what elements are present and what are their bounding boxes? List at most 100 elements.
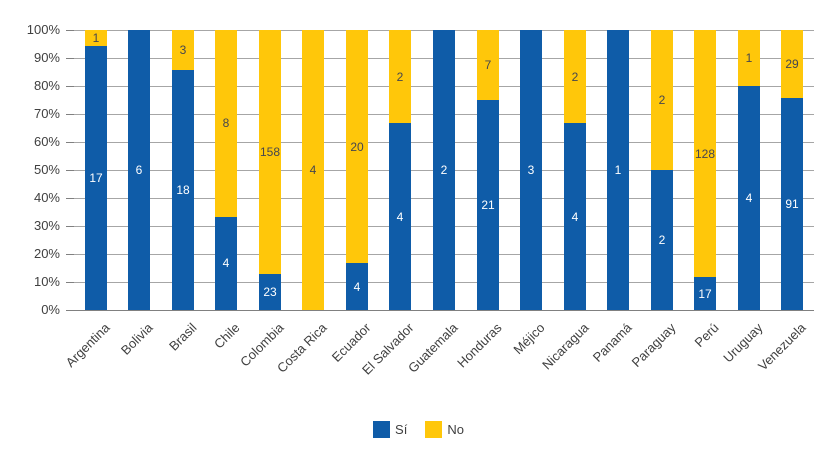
bar-costa-rica: 4 bbox=[302, 30, 324, 310]
bar-label-si: 2 bbox=[440, 163, 448, 177]
bar-segment-si bbox=[694, 277, 716, 310]
y-tick-label: 40% bbox=[33, 190, 60, 205]
bar-label-no: 3 bbox=[179, 43, 187, 57]
y-axis-tick bbox=[66, 254, 74, 255]
bar-segment-si bbox=[781, 97, 803, 310]
bar-label-no: 7 bbox=[484, 58, 492, 72]
bar-label-si: 23 bbox=[263, 285, 277, 300]
bar-label-no: 29 bbox=[785, 56, 799, 71]
bar-segment-si bbox=[607, 30, 629, 310]
bar-segment-si bbox=[433, 30, 455, 310]
bar-label-no: 1 bbox=[745, 51, 753, 65]
y-tick-label: 0% bbox=[41, 302, 60, 317]
bar-label-si: 17 bbox=[89, 170, 103, 185]
bar-bolivia: 6 bbox=[128, 30, 150, 310]
bar-argentina: 1 17 bbox=[85, 30, 107, 310]
y-tick-label: 70% bbox=[33, 106, 60, 121]
bar-panamá: 1 bbox=[607, 30, 629, 310]
bar-brasil: 3 18 bbox=[172, 30, 194, 310]
bar-label-si: 21 bbox=[481, 198, 495, 212]
bar-ecuador: 20 4 bbox=[346, 30, 368, 310]
bar-label-si: 18 bbox=[176, 183, 190, 197]
bar-venezuela: 29 91 bbox=[781, 30, 803, 310]
bar-label-no: 8 bbox=[222, 116, 230, 131]
bar-segment-si bbox=[520, 30, 542, 310]
bar-label-no: 4 bbox=[309, 163, 317, 177]
bar-label-si: 91 bbox=[785, 196, 799, 211]
bar-segment-si bbox=[389, 123, 411, 310]
bar-segment-si bbox=[215, 216, 237, 310]
bar-segment-si bbox=[85, 45, 107, 310]
bar-segment-si bbox=[128, 30, 150, 310]
bar-label-no: 1 bbox=[92, 30, 100, 45]
bar-segment-si bbox=[259, 274, 281, 310]
y-tick-label: 20% bbox=[33, 246, 60, 261]
y-axis-tick bbox=[66, 86, 74, 87]
legend: Sí No bbox=[0, 421, 837, 438]
bar-segment-no bbox=[85, 30, 107, 46]
bar-label-si: 4 bbox=[571, 209, 579, 224]
bar-segment-no bbox=[781, 30, 803, 98]
legend-label: No bbox=[447, 422, 464, 437]
bar-label-si: 4 bbox=[396, 209, 404, 224]
y-tick-label: 60% bbox=[33, 134, 60, 149]
x-axis-line bbox=[74, 310, 814, 311]
bar-guatemala: 2 bbox=[433, 30, 455, 310]
bar-label-no: 128 bbox=[694, 146, 716, 161]
bar-segment-no bbox=[302, 30, 324, 310]
legend-swatch-sí-icon bbox=[373, 421, 391, 438]
bar-segment-si bbox=[738, 86, 760, 310]
bar-label-no: 158 bbox=[259, 145, 281, 160]
bar-segment-no bbox=[346, 30, 368, 264]
legend-label: Sí bbox=[395, 422, 408, 437]
bar-segment-no bbox=[389, 30, 411, 124]
y-axis-tick bbox=[66, 310, 74, 311]
bar-segment-no bbox=[215, 30, 237, 217]
legend-swatch-no-icon bbox=[425, 421, 443, 438]
bar-segment-no bbox=[738, 30, 760, 86]
bar-label-no: 2 bbox=[571, 69, 579, 84]
bar-colombia: 158 23 bbox=[259, 30, 281, 310]
y-tick-label: 50% bbox=[33, 162, 60, 177]
y-axis-tick bbox=[66, 30, 74, 31]
bar-segment-no bbox=[259, 30, 281, 275]
y-axis-tick bbox=[66, 226, 74, 227]
bar-segment-si bbox=[477, 100, 499, 310]
y-axis-tick bbox=[66, 282, 74, 283]
bar-label-si: 3 bbox=[527, 163, 535, 177]
bar-label-si: 4 bbox=[222, 256, 230, 271]
y-tick-label: 90% bbox=[33, 50, 60, 65]
y-axis-tick bbox=[66, 198, 74, 199]
bar-label-si: 1 bbox=[614, 163, 622, 177]
bar-label-si: 4 bbox=[745, 191, 753, 205]
bar-segment-no bbox=[651, 30, 673, 170]
y-axis-tick bbox=[66, 58, 74, 59]
bar-label-no: 2 bbox=[658, 93, 666, 107]
bar-segment-si bbox=[346, 263, 368, 310]
bar-honduras: 7 21 bbox=[477, 30, 499, 310]
y-tick-label: 10% bbox=[33, 274, 60, 289]
bar-méjico: 3 bbox=[520, 30, 542, 310]
bar-segment-si bbox=[564, 123, 586, 310]
bar-label-no: 20 bbox=[350, 139, 364, 154]
bar-segment-si bbox=[651, 170, 673, 310]
bar-segment-si bbox=[172, 70, 194, 310]
y-axis-tick bbox=[66, 142, 74, 143]
bar-segment-no bbox=[564, 30, 586, 124]
bar-label-si: 2 bbox=[658, 233, 666, 247]
y-tick-label: 100% bbox=[26, 22, 60, 37]
y-axis-tick bbox=[66, 170, 74, 171]
bar-segment-no bbox=[477, 30, 499, 100]
y-tick-label: 80% bbox=[33, 78, 60, 93]
bar-segment-no bbox=[694, 30, 716, 278]
bar-segment-no bbox=[172, 30, 194, 70]
y-axis-tick bbox=[66, 114, 74, 115]
bar-label-no: 2 bbox=[396, 69, 404, 84]
bar-label-si: 6 bbox=[135, 163, 143, 177]
bar-label-si: 17 bbox=[698, 286, 712, 301]
